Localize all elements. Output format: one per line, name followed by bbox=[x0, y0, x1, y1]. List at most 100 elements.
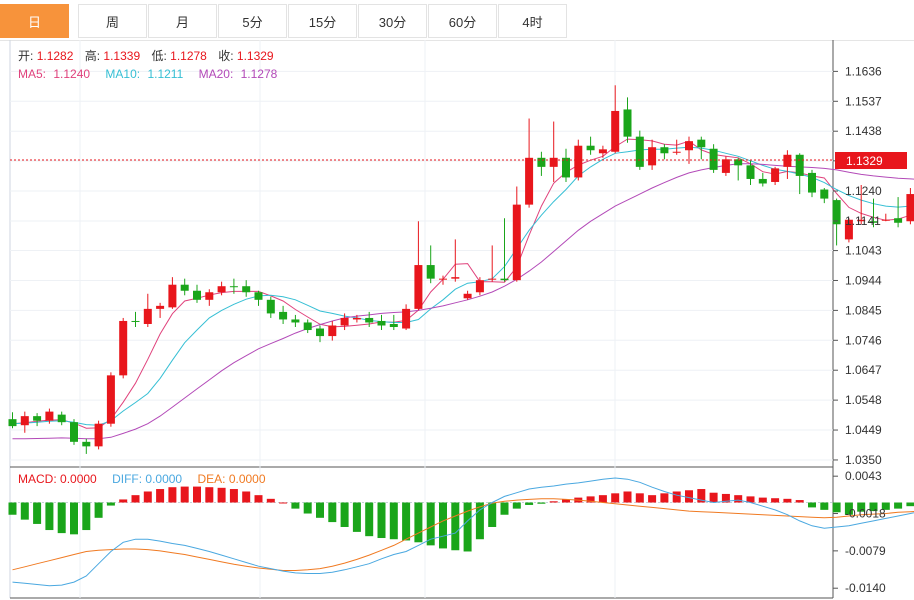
candle-body bbox=[266, 299, 275, 314]
macd-bar bbox=[402, 502, 411, 541]
candle-body bbox=[844, 219, 853, 240]
macd-tick-label: -0.0140 bbox=[845, 581, 886, 595]
macd-bar bbox=[549, 501, 558, 503]
macd-bar bbox=[881, 502, 890, 510]
macd-bar bbox=[414, 502, 423, 543]
macd-bar bbox=[512, 502, 521, 509]
diff-label: DIFF: bbox=[112, 472, 142, 486]
macd-bar bbox=[832, 502, 841, 513]
macd-bar bbox=[242, 491, 251, 503]
macd-label: MACD: bbox=[18, 472, 57, 486]
macd-bar bbox=[131, 495, 140, 503]
candle-body bbox=[217, 286, 226, 293]
close-label: 收: bbox=[218, 49, 233, 63]
candle-body bbox=[894, 218, 903, 223]
price-tick-label: 1.0845 bbox=[845, 303, 882, 317]
dea-label: DEA: bbox=[197, 472, 225, 486]
macd-bar bbox=[844, 502, 853, 515]
macd-bar bbox=[894, 502, 903, 509]
candle-body bbox=[574, 145, 583, 178]
macd-bar bbox=[648, 495, 657, 503]
open-value: 1.1282 bbox=[37, 49, 74, 63]
macd-bar bbox=[783, 498, 792, 503]
macd-bar bbox=[328, 502, 337, 523]
macd-bar bbox=[156, 489, 165, 503]
price-tick-label: 1.0350 bbox=[845, 453, 882, 467]
macd-bar bbox=[660, 493, 669, 503]
candle-body bbox=[746, 165, 755, 179]
ma5-line bbox=[12, 138, 914, 429]
current-price-badge bbox=[835, 152, 907, 169]
macd-bar bbox=[537, 502, 546, 504]
macd-bar bbox=[143, 491, 152, 503]
macd-tick-label: -0.0018 bbox=[845, 507, 886, 521]
price-tick-label: 1.0944 bbox=[845, 273, 882, 287]
macd-bar bbox=[365, 502, 374, 537]
price-tick-label: 1.1043 bbox=[845, 244, 882, 258]
dea-line bbox=[12, 498, 914, 571]
candle-body bbox=[635, 136, 644, 167]
tab-month[interactable]: 月 bbox=[148, 4, 217, 38]
candle-body bbox=[402, 308, 411, 329]
candle-body bbox=[549, 157, 558, 167]
macd-axis: 0.0043 -0.0018 -0.0079 -0.0140 bbox=[833, 469, 886, 595]
candle-body bbox=[193, 290, 201, 300]
price-tick-label: 1.0746 bbox=[845, 333, 882, 347]
candle-body bbox=[697, 139, 706, 148]
candle-body bbox=[8, 419, 17, 427]
tab-30min[interactable]: 30分 bbox=[358, 4, 427, 38]
current-price-label: 1.1329 bbox=[846, 154, 883, 168]
tab-15min[interactable]: 15分 bbox=[288, 4, 357, 38]
macd-bar bbox=[598, 495, 607, 503]
chart-grid bbox=[9, 40, 834, 599]
macd-lines bbox=[12, 477, 914, 587]
macd-bar bbox=[70, 502, 78, 535]
candle-body bbox=[906, 194, 914, 222]
candle-body bbox=[795, 154, 804, 176]
candlesticks bbox=[8, 85, 914, 454]
candle-body bbox=[45, 411, 54, 421]
macd-value: 0.0000 bbox=[60, 472, 97, 486]
macd-bar bbox=[180, 486, 189, 503]
macd-tick-label: -0.0079 bbox=[845, 544, 886, 558]
tab-4h[interactable]: 4时 bbox=[498, 4, 567, 38]
candle-body bbox=[488, 278, 497, 280]
candle-body bbox=[426, 265, 435, 279]
dif-line bbox=[12, 477, 914, 587]
macd-bar bbox=[426, 502, 435, 546]
candle-body bbox=[168, 284, 177, 308]
candle-body bbox=[660, 147, 669, 154]
macd-histogram bbox=[8, 486, 914, 552]
candle-body bbox=[783, 154, 792, 167]
candle-body bbox=[586, 145, 595, 151]
candle-body bbox=[33, 416, 42, 421]
candle-body bbox=[709, 148, 718, 170]
moving-average-lines bbox=[12, 138, 914, 440]
macd-bar bbox=[623, 491, 632, 503]
candle-body bbox=[70, 422, 78, 442]
tab-week[interactable]: 周 bbox=[78, 4, 147, 38]
ma20-label: MA20: bbox=[199, 67, 234, 81]
macd-bar bbox=[217, 487, 226, 503]
high-value: 1.1339 bbox=[103, 49, 140, 63]
tab-60min[interactable]: 60分 bbox=[428, 4, 497, 38]
macd-bar bbox=[119, 499, 128, 503]
ma-readout: MA5: 1.1240 MA10: 1.1211 MA20: 1.1278 bbox=[18, 67, 278, 81]
macd-bar bbox=[857, 502, 866, 512]
candle-body bbox=[180, 284, 189, 291]
ohlc-readout: 开: 1.1282 高: 1.1339 低: 1.1278 收: 1.1329 bbox=[18, 48, 274, 63]
tab-day[interactable]: 日 bbox=[0, 4, 69, 38]
candle-body bbox=[820, 189, 829, 199]
candle-body bbox=[20, 416, 29, 426]
macd-bar bbox=[57, 502, 66, 534]
candle-body bbox=[106, 375, 115, 424]
candle-body bbox=[94, 423, 103, 447]
macd-readout: MACD: 0.0000 DIFF: 0.0000 DEA: 0.0000 bbox=[18, 472, 266, 486]
macd-bar bbox=[808, 502, 816, 508]
macd-bar bbox=[94, 502, 103, 518]
price-chart[interactable]: 1.16361.15371.14381.13401.12401.11411.10… bbox=[0, 40, 914, 600]
ma5-label: MA5: bbox=[18, 67, 46, 81]
macd-bar bbox=[709, 492, 718, 503]
candle-body bbox=[525, 157, 534, 205]
tab-5min[interactable]: 5分 bbox=[218, 4, 287, 38]
